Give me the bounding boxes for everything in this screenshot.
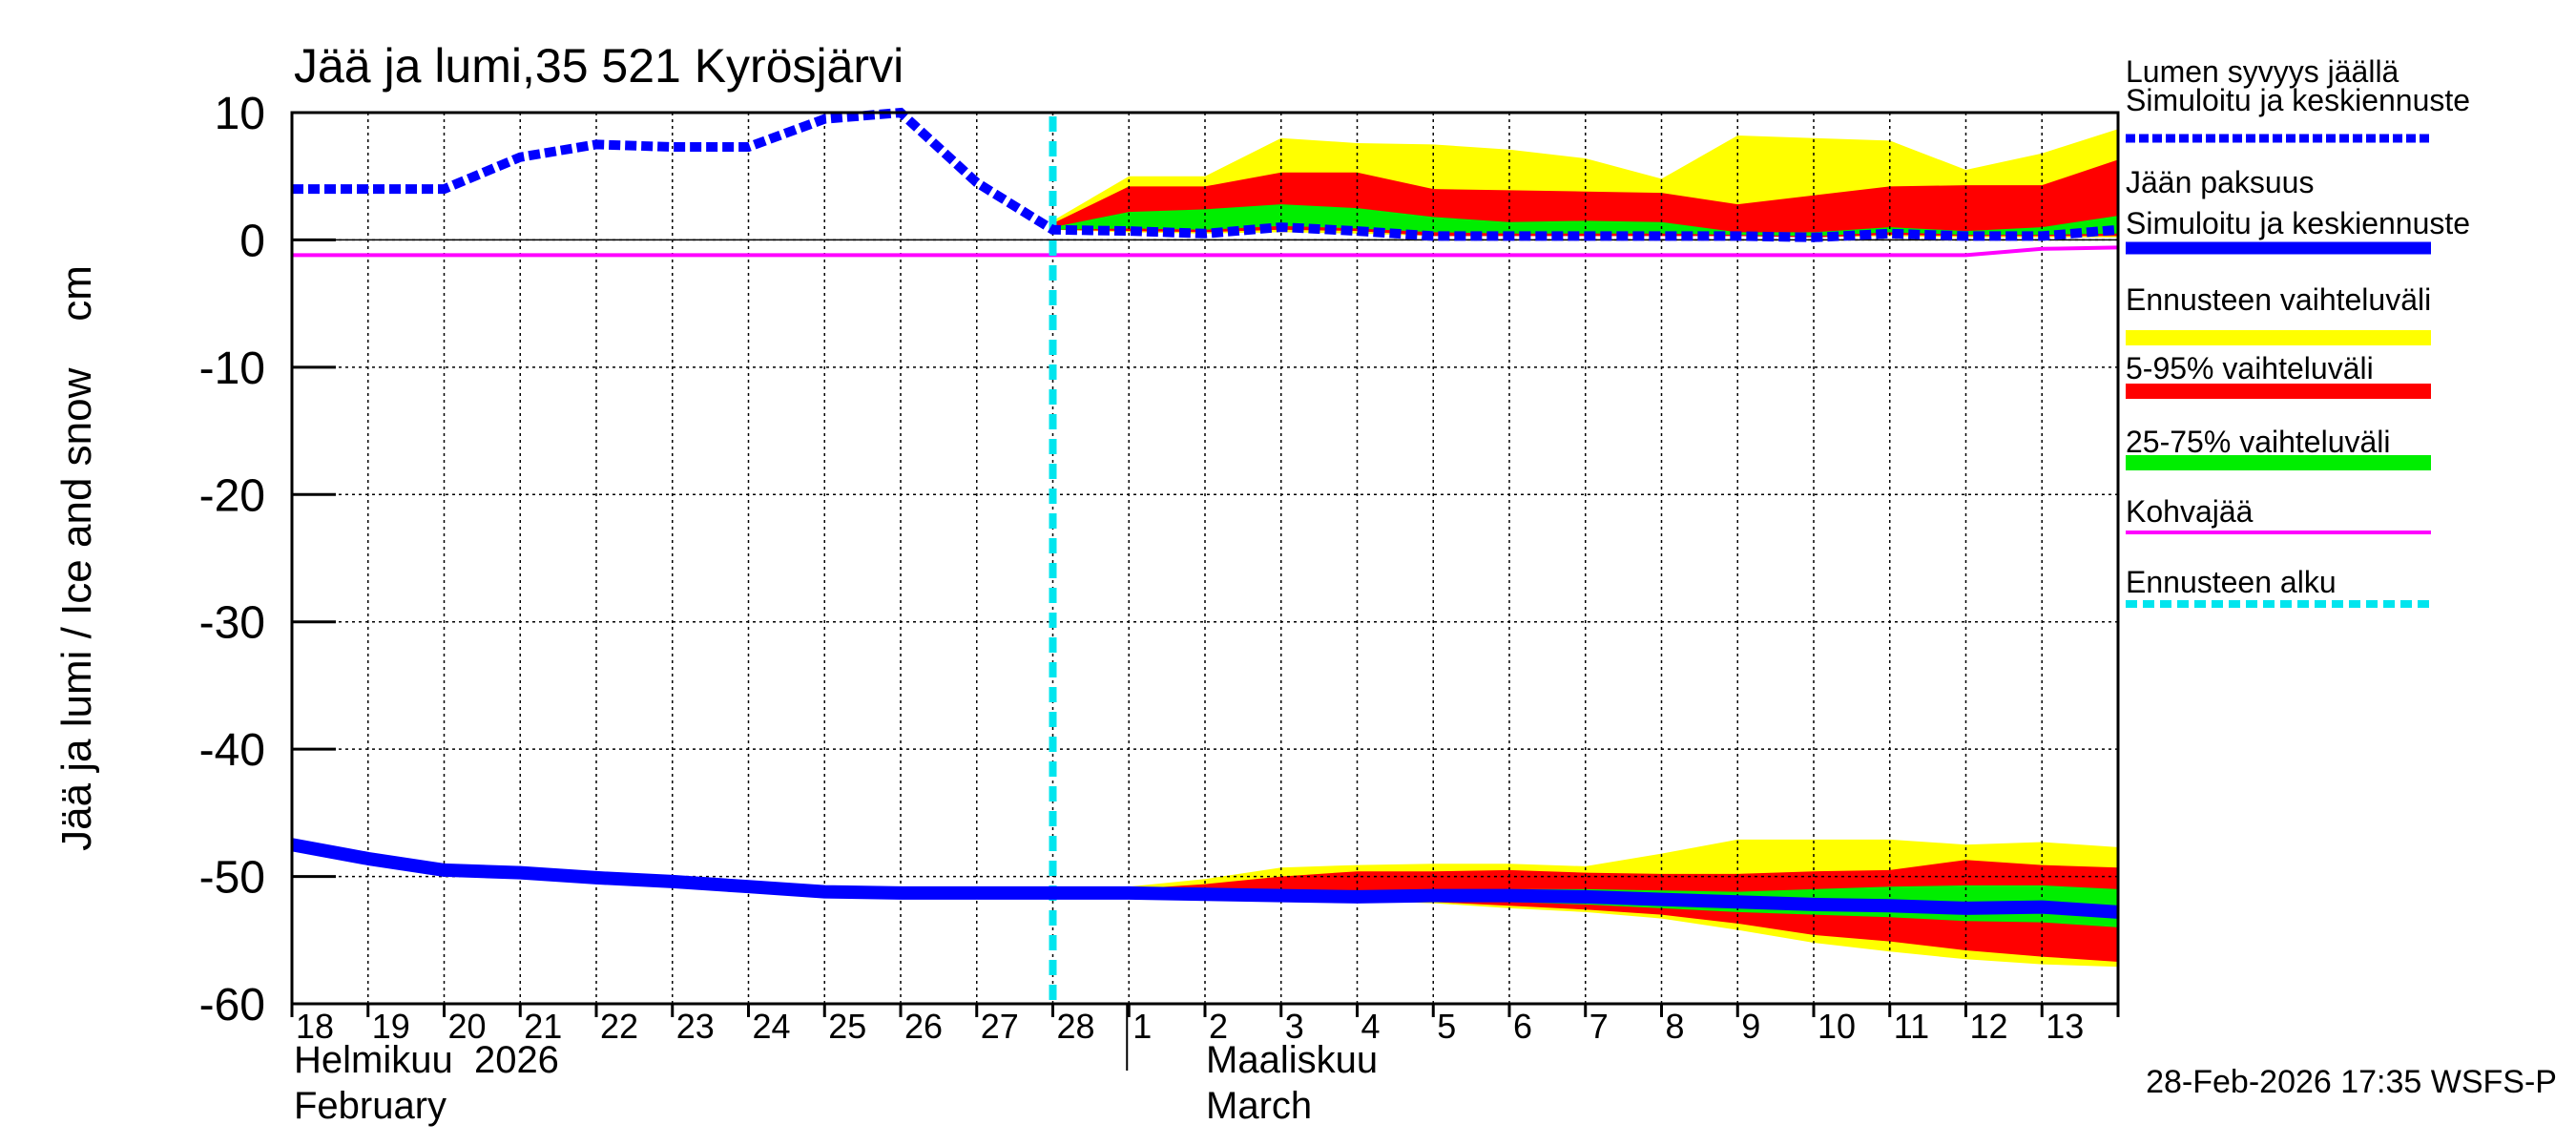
x-day-label: 23	[676, 1007, 715, 1046]
x-day-label: 5	[1437, 1007, 1456, 1046]
y-tick-label: -50	[199, 853, 265, 904]
y-axis: 10 0 -10 -20 -30 -40 -50 -60	[199, 89, 336, 1030]
x-day-label: 3	[1285, 1007, 1304, 1046]
x-day-label: 18	[296, 1007, 334, 1046]
x-day-label: 10	[1818, 1007, 1856, 1046]
x-day-label: 9	[1741, 1007, 1760, 1046]
y-tick-label: -30	[199, 598, 265, 649]
ice-band-p5-95	[1052, 860, 2118, 962]
x-day-label: 8	[1666, 1007, 1685, 1046]
x-day-label: 4	[1361, 1007, 1381, 1046]
legend-label-ice: Jään paksuus	[2126, 165, 2314, 199]
x-day-label: 12	[1970, 1007, 2008, 1046]
legend-label-kohva: Kohvajää	[2126, 494, 2254, 529]
x-day-label: 28	[1057, 1007, 1095, 1046]
x-day-label: 27	[981, 1007, 1019, 1046]
y-axis-label: Jää ja lumi / Ice and snow cm	[53, 265, 100, 851]
x-day-label: 19	[372, 1007, 410, 1046]
x-day-label: 2	[1209, 1007, 1228, 1046]
month-label-feb-en: February	[294, 1085, 447, 1127]
x-day-label: 11	[1894, 1007, 1929, 1046]
x-day-label: 24	[753, 1007, 791, 1046]
snow-band-p25-75	[1052, 204, 2118, 237]
x-day-label: 21	[524, 1007, 562, 1046]
kohvajaa-line	[292, 245, 2119, 258]
x-day-label: 13	[2046, 1007, 2084, 1046]
timestamp: 28-Feb-2026 17:35 WSFS-P	[2146, 1064, 2557, 1100]
y-tick-label: 0	[239, 216, 265, 266]
forecast-bands	[1052, 129, 2118, 968]
data-series	[290, 107, 2119, 1000]
y-tick-label: -40	[199, 725, 265, 776]
x-day-label: 7	[1589, 1007, 1609, 1046]
y-tick-label: -60	[199, 980, 265, 1030]
x-day-label: 1	[1132, 1007, 1152, 1046]
legend-label-snow: Lumen syvyys jäällä	[2126, 54, 2399, 89]
month-label-feb-fi: Helmikuu 2026	[294, 1039, 559, 1081]
y-tick-label: -10	[199, 344, 265, 394]
x-day-label: 6	[1513, 1007, 1532, 1046]
legend-label-p595: 5-95% vaihteluväli	[2126, 351, 2374, 385]
legend-label-p2575: 25-75% vaihteluväli	[2126, 425, 2391, 459]
y-tick-label: -20	[199, 470, 265, 521]
x-day-label: 25	[828, 1007, 866, 1046]
x-day-label: 26	[904, 1007, 943, 1046]
legend-sublabel-ice: Simuloitu ja keskiennuste	[2126, 206, 2470, 240]
legend-sublabel-snow: Simuloitu ja keskiennuste	[2126, 83, 2470, 117]
legend-label-fstart: Ennusteen alku	[2126, 565, 2337, 599]
legend-label-range: Ennusteen vaihteluväli	[2126, 282, 2431, 317]
snow-depth-line	[292, 107, 2119, 242]
chart-title: Jää ja lumi,35 521 Kyrösjärvi	[294, 39, 904, 93]
x-day-label: 22	[600, 1007, 638, 1046]
ice-thickness-line	[290, 838, 2119, 919]
plot-area	[290, 107, 2120, 1006]
month-label-mar-fi: Maaliskuu	[1206, 1039, 1378, 1081]
y-tick-label: 10	[215, 89, 265, 139]
x-axis: 18 19 20 21 22 23 24 25 26 27 28 1 2 3 4 5 6 7 8 9 10 11 12 13	[290, 1004, 2120, 1071]
x-day-label: 20	[448, 1007, 487, 1046]
grid	[292, 113, 2118, 1004]
month-label-mar-en: March	[1206, 1085, 1312, 1127]
